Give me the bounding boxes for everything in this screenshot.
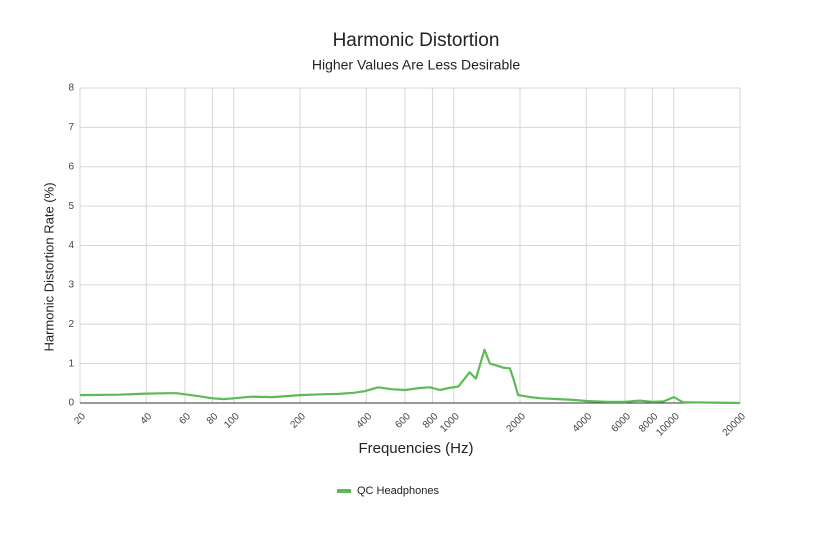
- y-tick-label: 1: [68, 358, 74, 369]
- x-tick-label: 600: [393, 411, 413, 431]
- y-tick-label: 0: [68, 398, 74, 409]
- legend-label: QC Headphones: [357, 485, 439, 497]
- x-tick-label: 6000: [609, 411, 633, 435]
- x-tick-label: 1000: [438, 411, 462, 435]
- x-tick-label: 80: [205, 411, 221, 427]
- x-tick-label: 20: [72, 411, 88, 427]
- x-tick-label: 40: [139, 411, 155, 427]
- y-tick-label: 7: [68, 122, 74, 133]
- chart-title: Harmonic Distortion: [333, 30, 500, 51]
- y-axis-title: Harmonic Distortion Rate (%): [41, 182, 56, 351]
- x-tick-label: 4000: [571, 411, 595, 435]
- chart-subtitle: Higher Values Are Less Desirable: [312, 57, 521, 73]
- x-tick-label: 60: [177, 411, 193, 427]
- x-axis-title: Frequencies (Hz): [358, 440, 473, 457]
- x-tick-label: 2000: [504, 411, 528, 435]
- x-tick-label: 20000: [721, 411, 749, 439]
- y-tick-label: 4: [68, 240, 74, 251]
- x-tick-label: 400: [355, 411, 375, 431]
- x-tick-label: 10000: [654, 411, 682, 439]
- x-tick-label: 200: [288, 411, 308, 431]
- data-line: [79, 348, 741, 405]
- y-tick-label: 6: [68, 161, 74, 172]
- y-tick-label: 3: [68, 280, 74, 291]
- y-tick-label: 5: [68, 201, 74, 212]
- x-tick-label: 100: [222, 411, 242, 431]
- y-tick-label: 2: [68, 319, 74, 330]
- y-tick-label: 8: [68, 83, 74, 94]
